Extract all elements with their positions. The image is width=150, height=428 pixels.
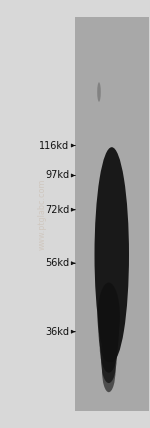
Ellipse shape <box>97 82 101 102</box>
Text: www.ptglabc.com: www.ptglabc.com <box>38 178 46 250</box>
Ellipse shape <box>100 319 118 373</box>
Text: 36kd: 36kd <box>45 327 69 337</box>
Text: 97kd: 97kd <box>45 170 69 181</box>
Ellipse shape <box>102 348 116 392</box>
Text: 72kd: 72kd <box>45 205 69 215</box>
Ellipse shape <box>98 282 120 351</box>
Text: 116kd: 116kd <box>39 140 69 151</box>
Text: 56kd: 56kd <box>45 258 69 268</box>
Bar <box>75 17 148 411</box>
Ellipse shape <box>99 301 119 362</box>
Ellipse shape <box>94 147 129 362</box>
Ellipse shape <box>101 334 117 383</box>
